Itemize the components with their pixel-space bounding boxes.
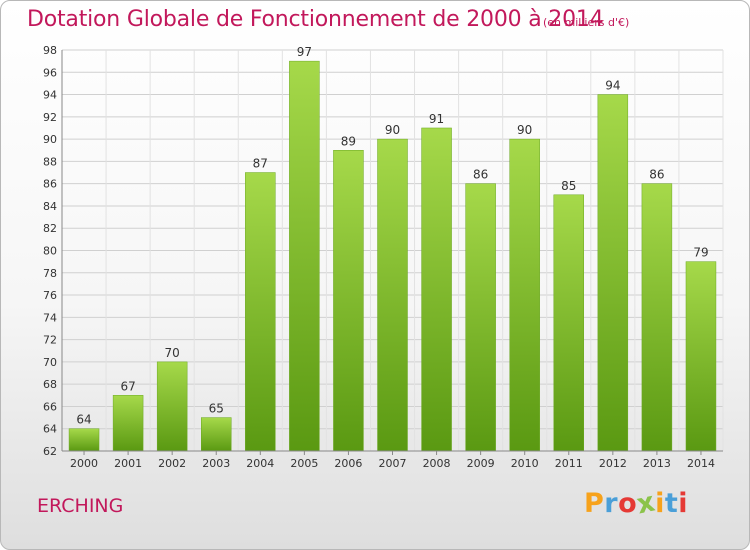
value-label: 86 [649, 168, 664, 182]
y-tick-label: 64 [43, 423, 57, 436]
y-tick-label: 78 [43, 267, 57, 280]
chart-subtitle: (en milliers d'€) [543, 16, 630, 29]
logo-letter: t [664, 488, 679, 519]
bar-2006 [333, 150, 364, 452]
y-tick-label: 74 [43, 311, 57, 324]
bar-2000 [68, 428, 100, 452]
x-tick-label: 2010 [511, 457, 539, 470]
bar-2011 [553, 194, 584, 452]
commune-name: ERCHING [37, 495, 124, 517]
y-tick-label: 66 [43, 400, 57, 413]
x-tick-label: 2012 [599, 457, 627, 470]
value-label: 87 [253, 157, 268, 171]
value-label: 64 [76, 413, 91, 427]
value-label: 67 [120, 379, 135, 393]
y-tick-label: 72 [43, 334, 57, 347]
x-tick-label: 2007 [379, 457, 407, 470]
y-tick-label: 70 [43, 356, 57, 369]
logo-letter: i [678, 488, 689, 519]
x-axis-ticks: 2000 2001 2002 2003 2004 2005 2006 2007 2008 2009… [70, 451, 715, 470]
x-tick-label: 2009 [467, 457, 495, 470]
x-tick-label: 2008 [423, 457, 451, 470]
bars [68, 60, 717, 452]
bar-2003 [201, 417, 232, 452]
value-label: 90 [385, 123, 400, 137]
x-tick-label: 2004 [246, 457, 274, 470]
bar-2005 [289, 60, 320, 452]
value-label: 79 [693, 246, 708, 260]
y-tick-label: 80 [43, 245, 57, 258]
x-tick-label: 2005 [290, 457, 318, 470]
value-label: 97 [297, 45, 312, 59]
x-tick-label: 2011 [555, 457, 583, 470]
y-tick-label: 84 [43, 200, 57, 213]
bar-2008 [421, 127, 452, 452]
value-label: 85 [561, 179, 576, 193]
y-tick-label: 92 [43, 111, 57, 124]
chart-title: Dotation Globale de Fonctionnement de 20… [27, 7, 604, 32]
x-tick-label: 2006 [334, 457, 362, 470]
bar-2013 [641, 183, 673, 452]
bar-2007 [377, 138, 408, 452]
bar-2002 [156, 361, 188, 452]
value-label: 86 [473, 168, 488, 182]
bar-2009 [465, 183, 496, 452]
bar-2001 [112, 395, 144, 452]
bar-2014 [685, 261, 717, 452]
y-tick-label: 68 [43, 378, 57, 391]
value-label: 70 [165, 346, 180, 360]
logo-letter: P [584, 488, 605, 519]
bar-2004 [245, 172, 276, 452]
logo-letter: o [618, 488, 638, 519]
y-tick-label: 76 [43, 289, 57, 302]
y-tick-label: 96 [43, 66, 57, 79]
x-tick-label: 2003 [202, 457, 230, 470]
y-tick-label: 88 [43, 155, 57, 168]
x-tick-label: 2014 [687, 457, 715, 470]
bar-2012 [597, 94, 629, 452]
x-tick-label: 2000 [70, 457, 98, 470]
y-tick-label: 90 [43, 133, 57, 146]
y-tick-label: 62 [43, 445, 57, 458]
x-tick-label: 2002 [158, 457, 186, 470]
logo-letter: r [604, 488, 619, 519]
bar-2010 [509, 138, 540, 452]
y-tick-label: 94 [43, 89, 57, 102]
value-label: 91 [429, 112, 444, 126]
proxiti-logo[interactable]: Proxiti [584, 486, 689, 520]
y-tick-label: 82 [43, 222, 57, 235]
value-label: 65 [209, 402, 224, 416]
value-label: 94 [605, 79, 620, 93]
value-label: 90 [517, 123, 532, 137]
y-axis-ticks: 62 64 66 68 70 72 74 76 78 80 82 84 86 88 90 92 94 96 98 [43, 44, 57, 458]
x-tick-label: 2001 [114, 457, 142, 470]
y-tick-label: 98 [43, 44, 57, 57]
value-label: 89 [341, 134, 356, 148]
value-labels: 64 67 70 65 87 97 89 90 91 86 90 85 94 86 79 [76, 45, 708, 427]
x-tick-label: 2013 [643, 457, 671, 470]
y-tick-label: 86 [43, 178, 57, 191]
logo-letter: i [655, 488, 665, 519]
